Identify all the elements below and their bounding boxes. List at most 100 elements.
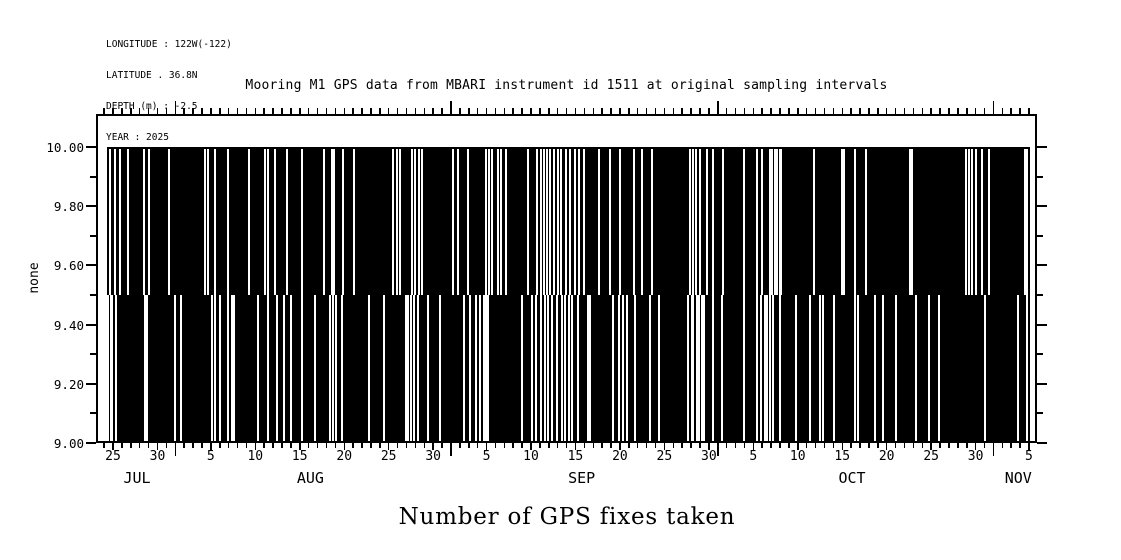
data-gap xyxy=(874,295,876,441)
x-tick-bottom xyxy=(370,443,372,448)
data-gap xyxy=(411,149,413,295)
x-month-label: AUG xyxy=(296,469,324,487)
x-tick-bottom xyxy=(379,443,381,448)
data-gap xyxy=(207,149,209,295)
x-tick-top xyxy=(619,108,621,114)
x-tick-top xyxy=(325,108,328,114)
x-tick-top xyxy=(530,108,532,114)
x-tick-top xyxy=(468,108,470,114)
x-tick-top xyxy=(921,108,923,114)
x-tick-top xyxy=(361,108,363,114)
x-tick-label: 30 xyxy=(425,449,441,464)
data-gap xyxy=(497,149,499,295)
x-tick-top xyxy=(939,108,941,114)
data-gap xyxy=(651,149,653,295)
data-gap xyxy=(115,295,117,441)
data-gap xyxy=(439,295,441,441)
x-tick-top xyxy=(788,108,790,114)
x-tick-top xyxy=(930,108,932,114)
x-tick-bottom xyxy=(539,443,541,448)
data-gap xyxy=(589,295,591,441)
data-gap xyxy=(641,149,643,295)
data-gap xyxy=(795,295,797,441)
x-tick-bottom xyxy=(894,443,897,448)
x-tick-bottom xyxy=(192,443,194,448)
x-tick-bottom xyxy=(699,443,701,448)
data-gap xyxy=(483,295,485,441)
data-gap xyxy=(701,295,703,441)
y-tick-label: 9.00 xyxy=(53,436,84,451)
data-gap xyxy=(857,295,859,441)
x-tick-bottom xyxy=(921,443,923,448)
y-tick-minor xyxy=(90,353,96,356)
x-tick-top xyxy=(708,108,710,114)
x-tick-bottom xyxy=(530,443,532,450)
x-tick-bottom xyxy=(743,443,746,448)
x-tick-top xyxy=(210,108,212,114)
x-tick-bottom xyxy=(708,443,710,450)
x-tick-bottom xyxy=(610,443,612,448)
x-tick-top xyxy=(974,108,977,114)
x-tick-bottom xyxy=(992,443,995,456)
data-gap xyxy=(658,295,660,441)
x-tick-top xyxy=(227,108,230,114)
x-tick-bottom xyxy=(877,443,879,448)
x-tick-top xyxy=(441,108,443,114)
x-tick-top xyxy=(494,108,497,114)
x-tick-top xyxy=(548,108,550,114)
data-gap xyxy=(965,149,967,295)
x-tick-bottom xyxy=(165,443,168,448)
x-tick-top xyxy=(183,108,185,114)
x-tick-bottom xyxy=(654,443,657,448)
x-tick-bottom xyxy=(503,443,505,448)
x-tick-bottom xyxy=(734,443,737,448)
y-tick-minor xyxy=(1037,412,1043,415)
x-tick-top xyxy=(823,108,826,114)
x-tick-bottom xyxy=(450,443,452,456)
x-tick-top xyxy=(841,108,843,114)
x-tick-bottom xyxy=(752,443,754,450)
metadata-depth: DEPTH (m) : -2.5 xyxy=(106,101,198,113)
data-gap xyxy=(231,295,233,441)
x-tick-top xyxy=(583,108,586,114)
data-gap xyxy=(778,149,782,295)
data-gap xyxy=(981,149,983,295)
x-tick-bottom xyxy=(850,443,852,448)
data-gap xyxy=(544,295,546,441)
x-tick-label: 5 xyxy=(206,449,215,464)
x-tick-bottom xyxy=(601,443,603,448)
x-tick-bottom xyxy=(859,443,861,448)
data-gap xyxy=(469,295,471,441)
data-gap xyxy=(227,149,229,295)
y-tick-major xyxy=(86,264,96,267)
data-gap xyxy=(405,295,407,441)
data-gap xyxy=(168,149,170,295)
x-tick-top xyxy=(610,108,612,114)
data-gap xyxy=(909,149,911,295)
x-tick-top xyxy=(734,108,737,114)
x-tick-bottom xyxy=(832,443,835,448)
x-tick-top xyxy=(966,108,968,114)
data-gap xyxy=(119,149,121,295)
x-tick-top xyxy=(1010,108,1012,114)
x-tick-top xyxy=(1019,108,1021,114)
x-tick-bottom xyxy=(361,443,363,448)
data-gap xyxy=(975,149,977,295)
data-gap xyxy=(413,295,415,441)
data-gap xyxy=(882,295,884,441)
x-tick-bottom xyxy=(254,443,256,450)
y-tick-major xyxy=(1037,264,1047,267)
x-tick-bottom xyxy=(628,443,630,448)
metadata-longitude: LONGITUDE : 122W(-122) xyxy=(106,38,232,50)
x-tick-bottom xyxy=(681,443,683,448)
data-gap xyxy=(148,149,150,295)
x-tick-label: 20 xyxy=(336,449,353,464)
x-month-label: SEP xyxy=(568,469,596,487)
data-gap xyxy=(633,149,635,295)
x-tick-label: 10 xyxy=(789,449,806,464)
y-tick-major xyxy=(86,205,96,208)
x-tick-bottom xyxy=(814,443,817,448)
data-gap xyxy=(583,149,585,295)
x-tick-bottom xyxy=(521,443,523,448)
data-gap xyxy=(540,149,542,295)
